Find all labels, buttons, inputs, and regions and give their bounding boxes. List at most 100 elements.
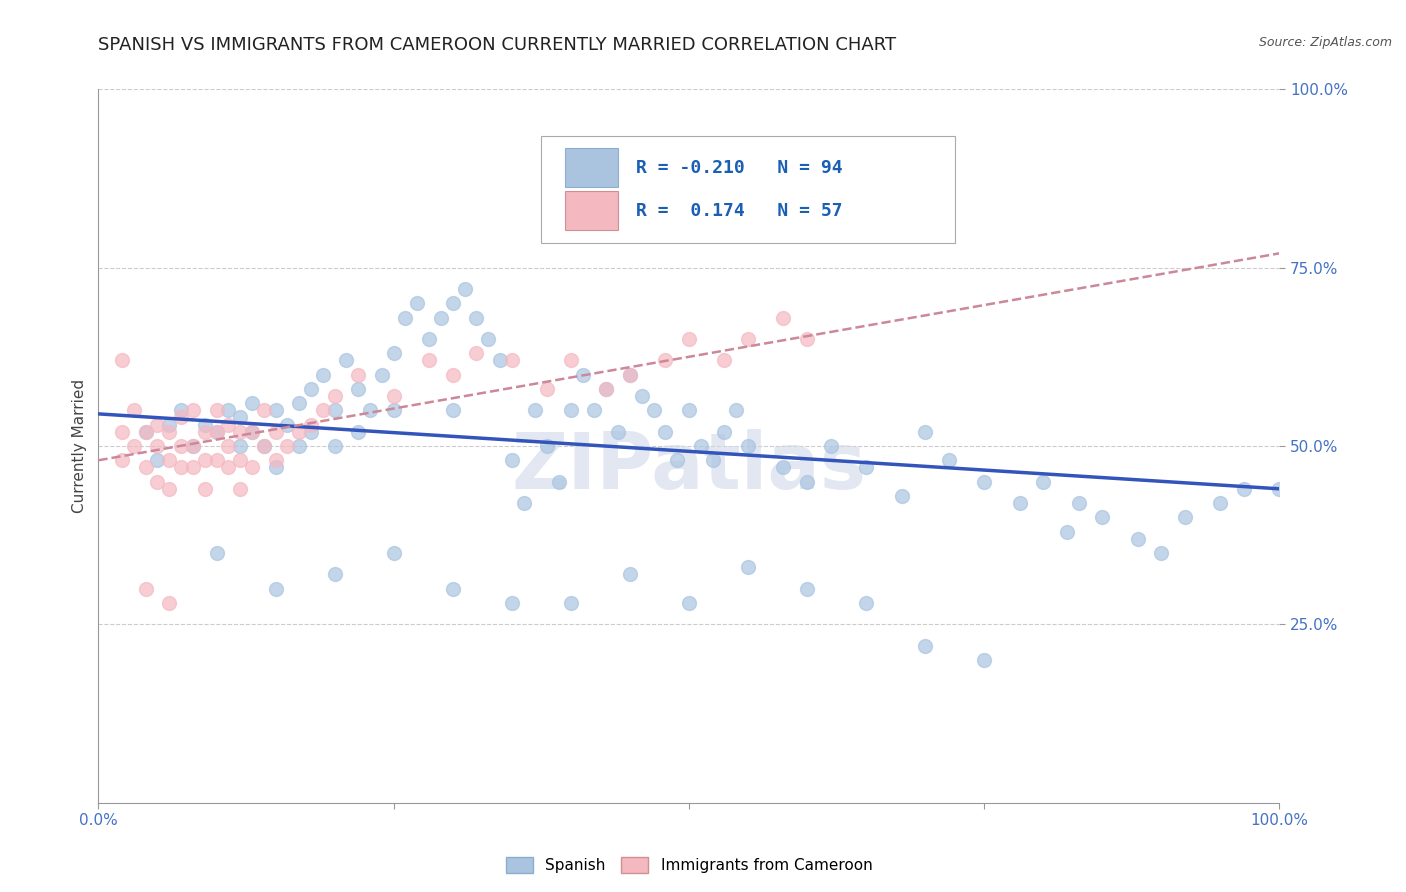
Point (796, 582, 818, 596)
Point (643, 403, 665, 417)
Point (973, 653, 995, 667)
Point (312, 368, 335, 382)
Point (1174, 510, 1197, 524)
Point (146, 453, 169, 467)
Point (181, 439, 204, 453)
Point (146, 475, 169, 489)
Point (146, 417, 169, 432)
Point (1008, 496, 1031, 510)
Point (229, 410, 252, 425)
Point (548, 475, 571, 489)
Point (382, 546, 405, 560)
Point (157, 453, 180, 467)
Point (1056, 524, 1078, 539)
Point (229, 453, 252, 467)
Point (477, 332, 499, 346)
Point (157, 425, 180, 439)
Legend: Spanish, Immigrants from Cameroon: Spanish, Immigrants from Cameroon (498, 849, 880, 880)
Point (666, 453, 689, 467)
Point (111, 453, 134, 467)
Point (430, 310, 453, 325)
Point (1126, 532, 1149, 546)
Point (571, 368, 593, 382)
Point (501, 353, 523, 368)
Point (217, 460, 239, 475)
Point (323, 567, 346, 582)
Point (914, 639, 936, 653)
Point (288, 439, 311, 453)
Point (938, 453, 960, 467)
Point (382, 403, 405, 417)
Point (135, 425, 157, 439)
Point (264, 582, 287, 596)
Point (135, 425, 157, 439)
Point (347, 368, 370, 382)
Point (157, 596, 180, 610)
Point (524, 403, 547, 417)
Point (240, 425, 263, 439)
Text: R =  0.174   N = 57: R = 0.174 N = 57 (636, 202, 842, 219)
Point (702, 453, 724, 467)
Point (253, 403, 276, 417)
Point (299, 425, 322, 439)
Point (501, 453, 523, 467)
Point (489, 353, 512, 368)
Point (264, 403, 287, 417)
Point (772, 460, 794, 475)
Point (654, 353, 676, 368)
Point (240, 460, 263, 475)
Point (737, 560, 759, 574)
Point (111, 353, 134, 368)
FancyBboxPatch shape (565, 148, 619, 187)
Point (1233, 482, 1256, 496)
Point (240, 425, 263, 439)
Point (441, 403, 464, 417)
Point (299, 382, 322, 396)
Point (312, 403, 335, 417)
Point (371, 368, 394, 382)
Point (619, 368, 641, 382)
Point (441, 582, 464, 596)
Point (382, 346, 405, 360)
Point (1091, 510, 1114, 524)
Point (583, 403, 606, 417)
Point (217, 417, 239, 432)
Point (406, 296, 429, 310)
Point (796, 332, 818, 346)
Point (1150, 546, 1173, 560)
Point (441, 296, 464, 310)
Point (441, 368, 464, 382)
Text: SPANISH VS IMMIGRANTS FROM CAMEROON CURRENTLY MARRIED CORRELATION CHART: SPANISH VS IMMIGRANTS FROM CAMEROON CURR… (98, 36, 897, 54)
Point (323, 403, 346, 417)
Point (619, 567, 641, 582)
Point (630, 389, 652, 403)
Point (122, 403, 145, 417)
Point (890, 489, 912, 503)
FancyBboxPatch shape (541, 136, 955, 243)
Point (170, 403, 193, 417)
Point (122, 439, 145, 453)
Point (678, 403, 700, 417)
Point (536, 439, 558, 453)
Point (1067, 496, 1090, 510)
Point (713, 425, 735, 439)
Text: ZIPatlas: ZIPatlas (512, 429, 866, 506)
Y-axis label: Currently Married: Currently Married (72, 379, 87, 513)
Point (1209, 496, 1232, 510)
Point (135, 460, 157, 475)
Point (465, 310, 488, 325)
FancyBboxPatch shape (565, 191, 619, 230)
Point (288, 396, 311, 410)
Point (347, 425, 370, 439)
Point (240, 396, 263, 410)
Point (264, 460, 287, 475)
Point (382, 389, 405, 403)
Point (253, 439, 276, 453)
Point (725, 403, 748, 417)
Point (678, 596, 700, 610)
Point (737, 332, 759, 346)
Point (347, 382, 370, 396)
Point (157, 417, 180, 432)
Point (465, 346, 488, 360)
Point (418, 332, 440, 346)
